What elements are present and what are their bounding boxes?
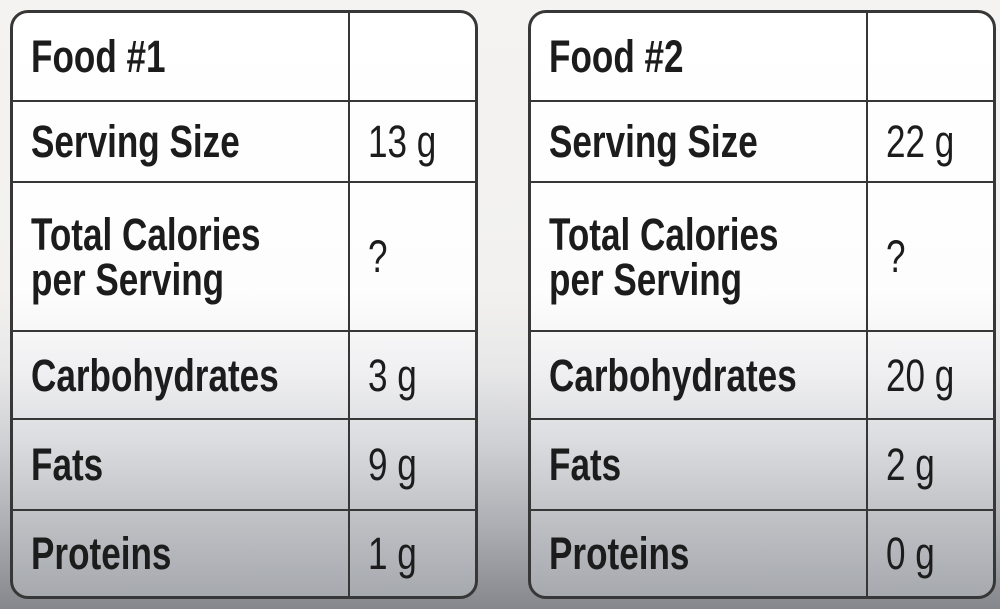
table-1-fats-value: 9 g [368,439,417,490]
food-table-1: Food #1 Serving Size 13 g Total Calories… [10,10,478,599]
table-2-title: Food #2 [549,31,684,82]
table-1-title: Food #1 [31,31,166,82]
table-1-row-value-carbohydrates: 3 g [348,330,475,418]
table-1-proteins-value: 1 g [368,528,417,579]
table-1-serving-size-value: 13 g [368,116,437,167]
table-1-total-calories-label: Total Calories per Serving [31,208,261,305]
table-1-row-label-fats: Fats [13,418,348,509]
table-2-proteins-value: 0 g [886,528,935,579]
table-2-row-label-serving-size: Serving Size [531,100,866,181]
table-1-row-value-proteins: 1 g [348,509,475,596]
table-1-title-cell: Food #1 [13,13,348,100]
table-1-row-value-total-calories: ? [348,181,475,330]
table-1-serving-size-label: Serving Size [31,116,240,167]
table-2-carbohydrates-value: 20 g [886,349,955,401]
table-1-row-value-serving-size: 13 g [348,100,475,181]
table-2-row-value-total-calories: ? [866,181,993,330]
table-2-row-label-proteins: Proteins [531,509,866,596]
table-2-row-label-carbohydrates: Carbohydrates [531,330,866,418]
table-2-total-calories-value: ? [886,231,906,282]
table-2-row-label-total-calories: Total Calories per Serving [531,181,866,330]
table-2-row-value-carbohydrates: 20 g [866,330,993,418]
table-2-title-value-cell [866,13,993,100]
table-1-total-calories-value: ? [368,231,388,282]
table-2-carbohydrates-label: Carbohydrates [549,349,797,401]
table-2-serving-size-value: 22 g [886,116,955,167]
table-1-row-value-fats: 9 g [348,418,475,509]
table-2-row-label-fats: Fats [531,418,866,509]
table-2-title-cell: Food #2 [531,13,866,100]
table-2-serving-size-label: Serving Size [549,116,758,167]
table-1-carbohydrates-value: 3 g [368,349,417,401]
table-1-carbohydrates-label: Carbohydrates [31,349,279,401]
table-1-row-label-carbohydrates: Carbohydrates [13,330,348,418]
table-1-fats-label: Fats [31,439,104,490]
table-2-fats-value: 2 g [886,439,935,490]
table-1-title-value-cell [348,13,475,100]
table-1-row-label-serving-size: Serving Size [13,100,348,181]
table-2-fats-label: Fats [549,439,622,490]
table-2-row-value-proteins: 0 g [866,509,993,596]
table-2-proteins-label: Proteins [549,528,690,579]
table-1-row-label-total-calories: Total Calories per Serving [13,181,348,330]
table-1-row-label-proteins: Proteins [13,509,348,596]
table-2-total-calories-label: Total Calories per Serving [549,208,779,305]
food-table-2: Food #2 Serving Size 22 g Total Calories… [528,10,996,599]
table-1-proteins-label: Proteins [31,528,172,579]
table-2-row-value-serving-size: 22 g [866,100,993,181]
table-2-row-value-fats: 2 g [866,418,993,509]
